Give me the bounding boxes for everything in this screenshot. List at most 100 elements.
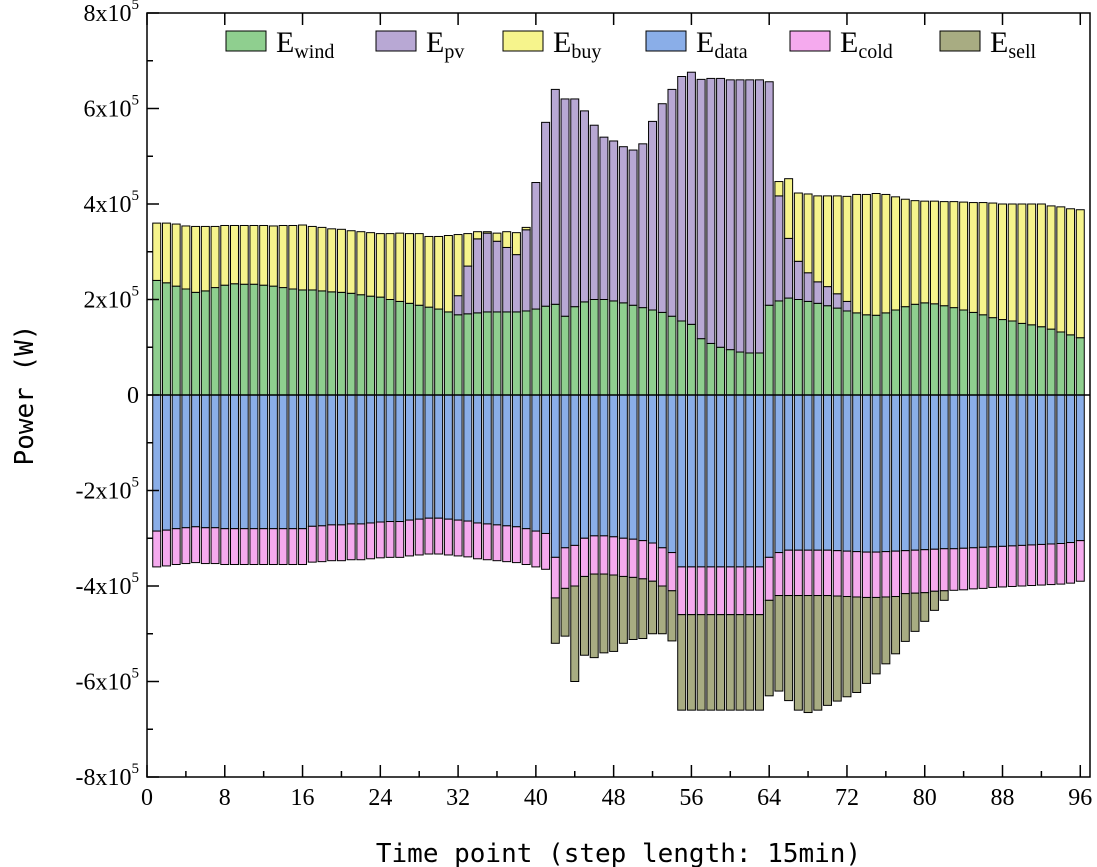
bar-buy-26 [395,232,405,302]
bar-wind-89 [1007,320,1017,396]
bar-wind-64 [764,304,774,396]
bar-wind-3 [171,285,181,396]
bar-buy-89 [1007,203,1017,322]
bar-sell-73 [852,596,862,693]
bar-pv-67 [793,260,803,300]
bar-cold-25 [385,521,395,558]
bar-data-23 [366,394,376,524]
bar-wind-28 [414,304,424,396]
bar-cold-20 [336,524,346,562]
bar-cold-41 [541,532,551,570]
bar-data-56 [686,394,696,568]
bar-cold-57 [696,566,706,616]
bar-buy-14 [278,224,288,289]
bar-data-34 [473,394,483,524]
bar-wind-63 [754,352,764,396]
bar-sell-45 [579,575,589,656]
bar-buy-34 [473,231,483,240]
bar-cold-18 [317,525,327,563]
legend-swatch-sell [939,30,981,52]
bar-buy-6 [200,225,210,292]
bar-data-22 [356,394,366,525]
bar-data-6 [200,394,210,529]
bar-data-67 [793,394,803,551]
bar-wind-77 [891,309,901,396]
bar-cold-11 [249,528,259,566]
bar-cold-30 [434,517,444,555]
bar-cold-31 [443,518,453,556]
bar-wind-85 [968,311,978,396]
bar-data-78 [900,394,910,552]
legend-label-pv: Epv [426,26,464,63]
bar-cold-85 [968,547,978,590]
bar-cold-33 [463,520,473,558]
bar-buy-82 [939,201,949,307]
bar-cold-49 [618,537,628,577]
bar-wind-8 [220,284,230,396]
bar-wind-21 [346,292,356,396]
bar-wind-49 [618,302,628,396]
bar-sell-55 [677,614,687,711]
x-tick-label: 96 [1068,785,1092,811]
bar-wind-88 [998,319,1007,396]
bar-sell-44 [570,585,580,682]
bar-wind-31 [443,311,453,396]
bar-pv-66 [784,237,794,299]
bar-sell-72 [842,596,852,698]
bar-data-52 [648,394,658,544]
bar-buy-96 [1075,209,1085,339]
bar-cold-2 [161,529,171,567]
bar-cold-6 [200,527,210,565]
bar-cold-79 [910,549,920,594]
bar-wind-4 [181,288,191,396]
x-tick-label: 88 [991,785,1015,811]
bar-cold-82 [939,548,949,592]
bar-cold-15 [288,528,298,566]
bar-data-19 [327,394,337,526]
bar-cold-45 [579,537,589,577]
bar-sell-46 [589,573,599,659]
bar-data-9 [230,394,239,530]
bar-buy-17 [307,225,317,291]
bar-data-84 [959,394,969,549]
bar-buy-27 [404,233,414,304]
bar-data-92 [1036,394,1046,545]
bar-buy-79 [910,200,920,305]
bar-cold-36 [492,524,502,562]
bar-cold-83 [949,548,959,591]
bar-data-7 [210,394,220,529]
bar-cold-62 [745,566,755,616]
x-tick-label: 0 [141,785,153,811]
x-tick-label: 56 [679,785,703,811]
bar-wind-55 [677,320,687,396]
bar-data-95 [1066,394,1076,544]
bar-data-81 [929,394,939,550]
bar-wind-26 [395,300,405,396]
bar-wind-92 [1036,326,1046,396]
bar-data-13 [268,394,278,530]
bar-sell-81 [929,590,939,611]
bar-sell-79 [910,592,920,632]
bar-data-20 [336,394,346,526]
bar-buy-19 [327,228,337,293]
bar-buy-77 [891,196,901,311]
bar-cold-94 [1056,543,1066,585]
bar-buy-78 [900,198,910,308]
bar-sell-67 [793,595,803,711]
bar-sell-52 [648,580,658,635]
bar-sell-68 [803,595,813,714]
bar-cold-35 [482,523,492,561]
bar-pv-48 [609,140,619,302]
y-tick-label: -8x105 [76,761,140,791]
bar-buy-1 [152,222,162,281]
bar-data-41 [541,394,551,534]
bar-wind-34 [473,312,483,396]
bar-data-59 [716,394,726,568]
bar-buy-7 [210,225,220,289]
bar-cold-46 [589,535,599,575]
bar-buy-15 [288,224,298,290]
bar-data-36 [492,394,502,526]
bar-pv-57 [696,78,706,340]
bar-buy-91 [1027,203,1037,326]
y-tick-label: 0 [127,383,139,409]
